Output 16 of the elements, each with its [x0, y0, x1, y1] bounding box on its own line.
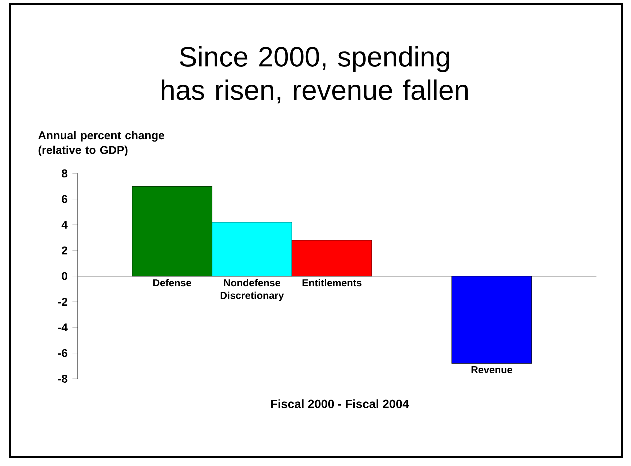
y-tick-label: -8 — [58, 374, 68, 383]
x-tick-label: Revenue — [472, 366, 512, 374]
y-tick-label: 6 — [62, 195, 68, 204]
x-axis-title: Fiscal 2000 - Fiscal 2004 — [271, 400, 410, 408]
x-tick-label: Entitlements — [302, 279, 362, 287]
x-tick-label: Nondefense Discretionary — [220, 279, 284, 302]
y-tick-label: 8 — [62, 170, 68, 178]
y-axis-title: Annual percent change (relative to GDP) — [38, 131, 164, 156]
y-tick-label: -2 — [58, 298, 68, 306]
y-tick-label: -6 — [58, 349, 68, 358]
y-tick-label: -4 — [58, 324, 68, 332]
y-tick-label: 2 — [62, 246, 68, 255]
x-tick-label: Defense — [154, 279, 192, 287]
chart-title: Since 2000, spending has risen, revenue fallen — [162, 46, 468, 104]
y-tick-label: 0 — [62, 272, 68, 280]
y-tick-label: 4 — [62, 221, 68, 229]
